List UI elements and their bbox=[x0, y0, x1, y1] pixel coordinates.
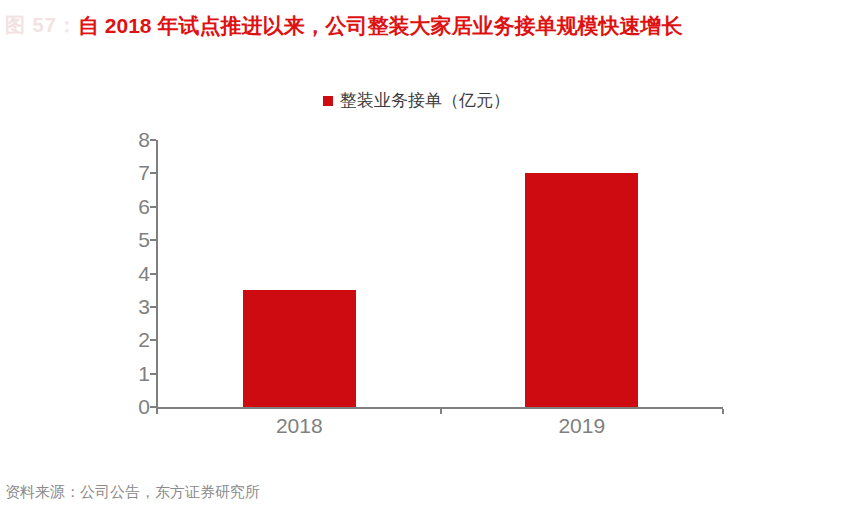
y-axis-tick-mark bbox=[150, 239, 156, 241]
y-axis-tick-label: 8 bbox=[102, 128, 150, 152]
y-axis-tick-mark bbox=[150, 172, 156, 174]
chart-figure: 图 57： 自 2018 年试点推进以来，公司整装大家居业务接单规模快速增长 整… bbox=[0, 0, 864, 508]
x-axis-tick-mark bbox=[156, 409, 158, 414]
y-axis-tick-label: 4 bbox=[102, 262, 150, 286]
y-axis-tick-mark bbox=[150, 139, 156, 141]
y-axis-tick-mark bbox=[150, 306, 156, 308]
source-note: 资料来源：公司公告，东方证券研究所 bbox=[5, 483, 260, 502]
y-axis-tick-label: 0 bbox=[102, 395, 150, 419]
y-axis-tick-label: 6 bbox=[102, 195, 150, 219]
y-axis-tick-label: 2 bbox=[102, 328, 150, 352]
x-axis-tick-mark bbox=[722, 409, 724, 414]
y-axis-tick-mark bbox=[150, 406, 156, 408]
y-axis-tick-label: 3 bbox=[102, 295, 150, 319]
y-axis-tick-mark bbox=[150, 206, 156, 208]
bar-2018 bbox=[243, 290, 356, 407]
x-axis-category-label: 2019 bbox=[522, 414, 642, 438]
y-axis-tick-mark bbox=[150, 273, 156, 275]
y-axis-tick-label: 5 bbox=[102, 228, 150, 252]
y-axis-tick-label: 7 bbox=[102, 161, 150, 185]
x-axis-tick-mark bbox=[440, 409, 442, 414]
bar-chart: 0 1 2 3 4 5 6 7 8 2018 2019 bbox=[0, 0, 864, 508]
y-axis-tick-mark bbox=[150, 339, 156, 341]
plot-area bbox=[156, 140, 723, 409]
bar-2019 bbox=[525, 173, 638, 407]
y-axis-tick-label: 1 bbox=[102, 362, 150, 386]
x-axis-category-label: 2018 bbox=[239, 414, 359, 438]
y-axis-tick-mark bbox=[150, 373, 156, 375]
